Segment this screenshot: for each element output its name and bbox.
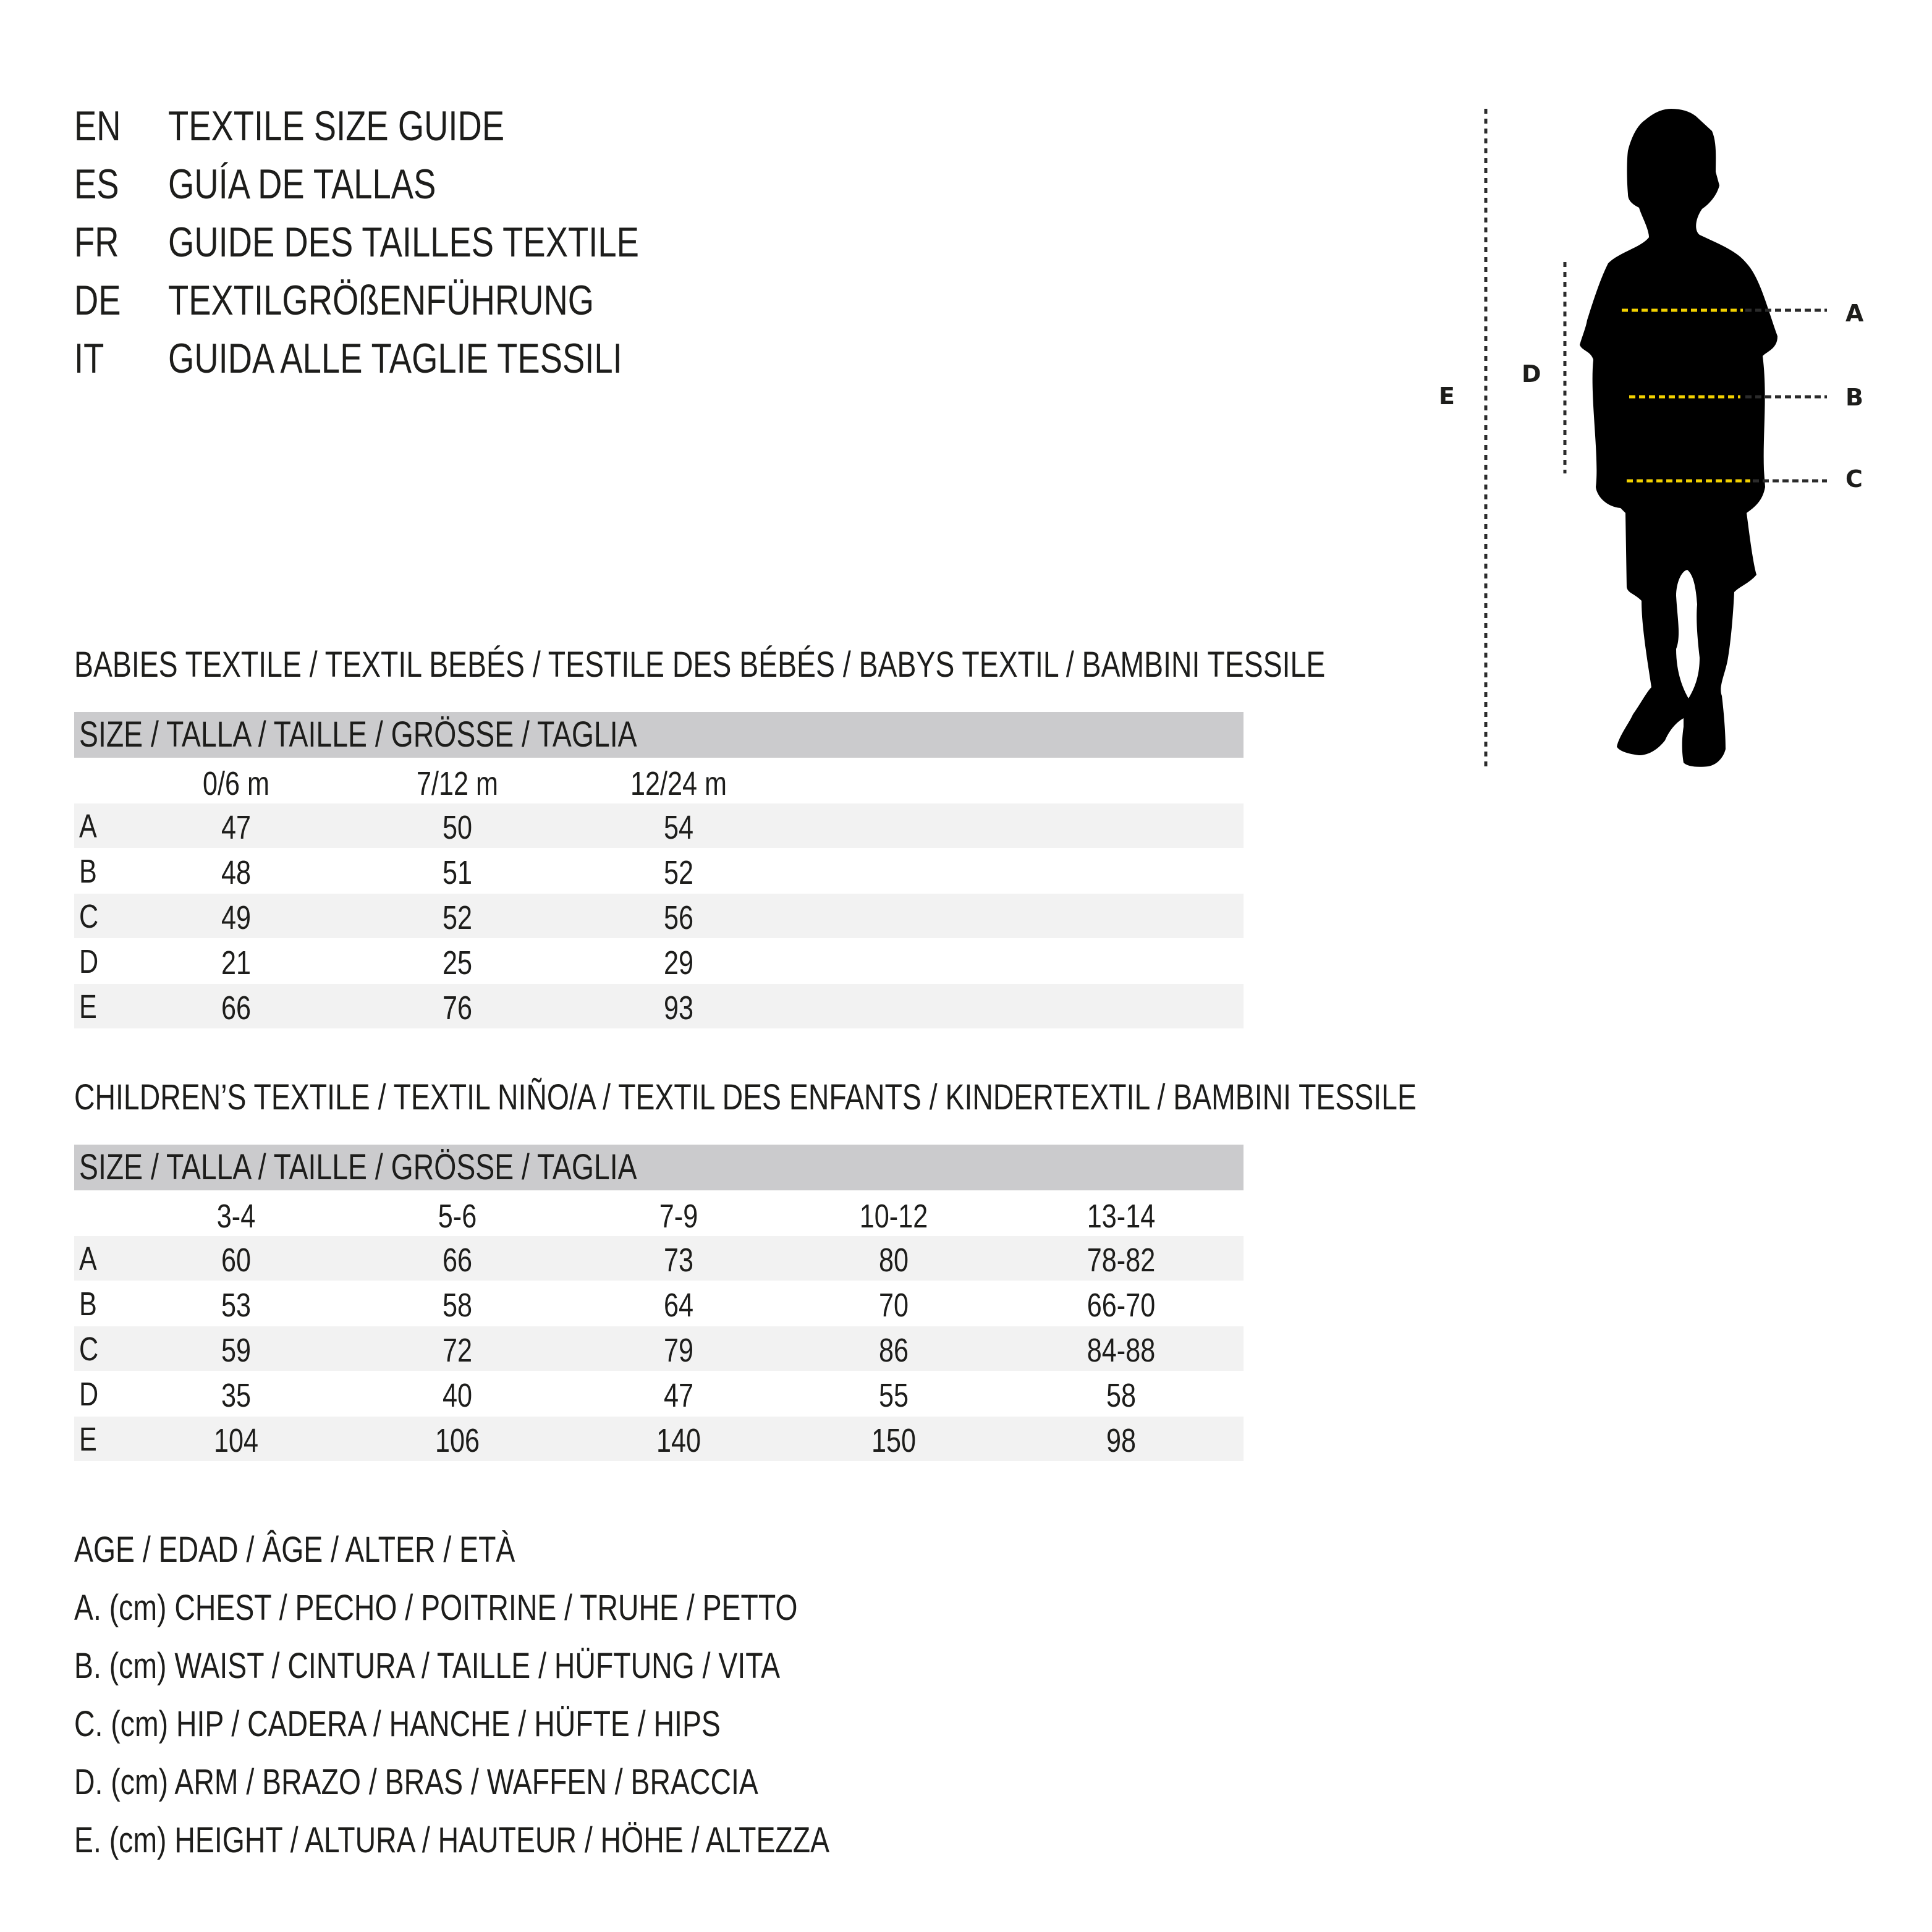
table-cell: 66-70	[1087, 1287, 1156, 1324]
label-e: E	[1439, 383, 1455, 410]
table-cell: 84-88	[1087, 1332, 1156, 1369]
label-c: C	[1845, 465, 1863, 493]
table-cell: 59	[221, 1332, 252, 1369]
row-label: B	[79, 853, 97, 890]
table-cell: 25	[442, 944, 473, 981]
column-header: 3-4	[216, 1198, 256, 1235]
language-code: FR	[74, 219, 119, 266]
table-cell: 104	[213, 1422, 259, 1459]
column-header: 0/6 m	[202, 765, 270, 802]
guide-title: GUIDE DES TAILLES TEXTILE	[168, 219, 639, 266]
legend-line: AGE / EDAD / ÂGE / ALTER / ETÀ	[74, 1530, 515, 1570]
table-cell: 86	[878, 1332, 909, 1369]
table-cell: 51	[442, 854, 473, 891]
section-title: BABIES TEXTILE / TEXTIL BEBÉS / TESTILE …	[74, 645, 1326, 685]
row-shade	[74, 894, 1244, 938]
language-code: DE	[74, 277, 121, 324]
legend-line: B. (cm) WAIST / CINTURA / TAILLE / HÜFTU…	[74, 1646, 781, 1686]
table-cell: 55	[878, 1377, 909, 1414]
table-cell: 93	[663, 989, 694, 1027]
table-cell: 106	[434, 1422, 480, 1459]
column-header: 10-12	[859, 1198, 928, 1235]
row-shade	[74, 1417, 1244, 1461]
table-cell: 53	[221, 1287, 252, 1324]
row-label: A	[79, 808, 97, 845]
table-cell: 98	[1106, 1422, 1137, 1459]
language-code: EN	[74, 103, 121, 150]
legend-line: C. (cm) HIP / CADERA / HANCHE / HÜFTE / …	[74, 1704, 721, 1744]
table-cell: 70	[878, 1287, 909, 1324]
table-cell: 54	[663, 809, 694, 846]
row-shade	[74, 1326, 1244, 1371]
table-cell: 72	[442, 1332, 473, 1369]
label-b: B	[1845, 384, 1863, 411]
legend-line: A. (cm) CHEST / PECHO / POITRINE / TRUHE…	[74, 1588, 798, 1628]
table-cell: 60	[221, 1242, 252, 1279]
row-label: C	[79, 1331, 99, 1368]
table-cell: 40	[442, 1377, 473, 1414]
table-cell: 64	[663, 1287, 694, 1324]
table-cell: 29	[663, 944, 694, 981]
row-label: E	[79, 988, 97, 1025]
table-cell: 52	[663, 854, 694, 891]
table-cell: 66	[221, 989, 252, 1027]
column-header: 7/12 m	[416, 765, 499, 802]
column-header: 13-14	[1087, 1198, 1156, 1235]
table-cell: 49	[221, 899, 252, 936]
row-shade	[74, 803, 1244, 848]
legend-line: D. (cm) ARM / BRAZO / BRAS / WAFFEN / BR…	[74, 1762, 758, 1802]
legend-line: E. (cm) HEIGHT / ALTURA / HAUTEUR / HÖHE…	[74, 1820, 830, 1860]
guide-title: GUIDA ALLE TAGLIE TESSILI	[168, 335, 622, 382]
row-label: D	[79, 943, 99, 980]
table-cell: 78-82	[1087, 1242, 1156, 1279]
guide-title: TEXTILGRÖßENFÜHRUNG	[168, 277, 595, 324]
table-cell: 150	[871, 1422, 917, 1459]
header-band	[74, 1145, 1244, 1190]
row-shade	[74, 984, 1244, 1028]
table-cell: 79	[663, 1332, 694, 1369]
table-cell: 50	[442, 809, 473, 846]
table-cell: 58	[1106, 1377, 1137, 1414]
table-cell: 56	[663, 899, 694, 936]
section-title: CHILDREN’S TEXTILE / TEXTIL NIÑO/A / TEX…	[74, 1077, 1417, 1117]
size-header: SIZE / TALLA / TAILLE / GRÖSSE / TAGLIA	[79, 714, 637, 755]
table-cell: 35	[221, 1377, 252, 1414]
guide-title: TEXTILE SIZE GUIDE	[168, 103, 505, 150]
language-code: IT	[74, 335, 104, 382]
row-label: C	[79, 898, 99, 935]
table-cell: 140	[656, 1422, 701, 1459]
table-cell: 76	[442, 989, 473, 1027]
row-label: E	[79, 1421, 97, 1458]
table-cell: 58	[442, 1287, 473, 1324]
label-a: A	[1845, 300, 1864, 327]
guide-title: GUÍA DE TALLAS	[168, 161, 436, 208]
column-header: 5-6	[438, 1198, 477, 1235]
table-cell: 47	[221, 809, 252, 846]
table-cell: 47	[663, 1377, 694, 1414]
header-band	[74, 712, 1244, 758]
table-cell: 73	[663, 1242, 694, 1279]
table-cell: 66	[442, 1242, 473, 1279]
table-cell: 80	[878, 1242, 909, 1279]
row-label: B	[79, 1286, 97, 1323]
row-shade	[74, 1236, 1244, 1281]
table-cell: 52	[442, 899, 473, 936]
column-header: 7-9	[659, 1198, 698, 1235]
language-code: ES	[74, 161, 119, 208]
row-label: A	[79, 1240, 97, 1277]
table-cell: 21	[221, 944, 252, 981]
label-d: D	[1522, 360, 1541, 388]
table-cell: 48	[221, 854, 252, 891]
row-label: D	[79, 1376, 99, 1413]
child-silhouette-icon	[1580, 109, 1777, 767]
column-header: 12/24 m	[630, 765, 727, 802]
size-header: SIZE / TALLA / TAILLE / GRÖSSE / TAGLIA	[79, 1147, 637, 1187]
